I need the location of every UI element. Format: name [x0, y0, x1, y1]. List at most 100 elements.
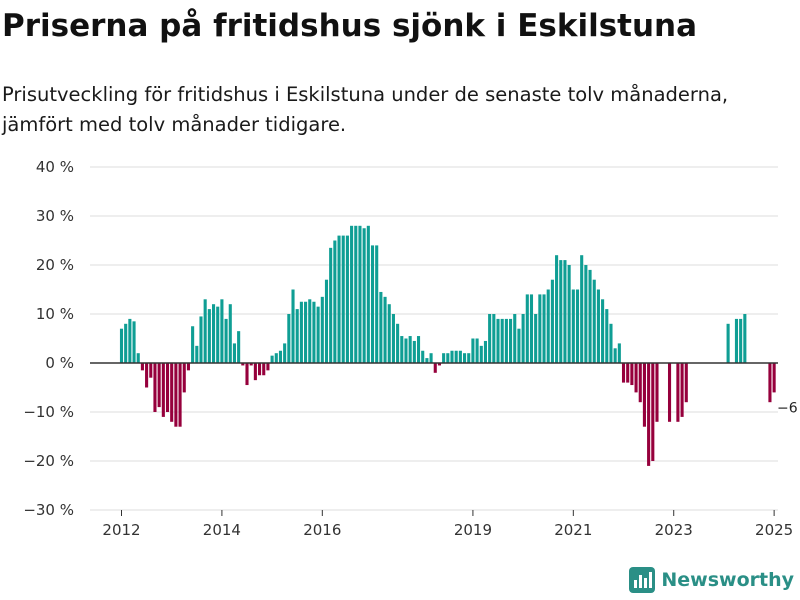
bar [647, 363, 651, 466]
bar [266, 363, 270, 371]
y-tick-label: −10 % [23, 403, 74, 421]
bar [387, 304, 391, 363]
x-tick-label: 2021 [554, 521, 592, 539]
bar [584, 265, 588, 363]
bar [345, 235, 349, 363]
bar [337, 235, 341, 363]
bar [161, 363, 165, 417]
bar [676, 363, 680, 422]
bar [433, 363, 437, 373]
bar [596, 289, 600, 363]
bar [592, 279, 596, 363]
bar [312, 301, 316, 363]
bar [211, 304, 216, 363]
bar [475, 338, 479, 363]
bar [249, 363, 253, 366]
x-tick-label: 2019 [454, 521, 492, 539]
bar [488, 314, 492, 363]
bar [253, 363, 257, 381]
x-tick-label: 2016 [303, 521, 341, 539]
bar [538, 294, 542, 363]
bar [379, 291, 383, 363]
bar [412, 340, 416, 363]
bar [734, 318, 739, 363]
brand-logo: Newsworthy [629, 566, 794, 594]
bar [529, 294, 534, 363]
bar [575, 289, 580, 363]
bar [454, 350, 458, 363]
bar [132, 321, 136, 363]
bar [580, 255, 584, 363]
bar [517, 328, 521, 363]
bar [429, 353, 433, 363]
bar [366, 225, 370, 363]
bar [550, 279, 554, 363]
bar [149, 363, 153, 378]
bar [437, 363, 441, 366]
bar [165, 363, 170, 412]
bar [153, 363, 157, 412]
y-tick-label: 40 % [36, 158, 74, 176]
bar [170, 363, 174, 422]
bar [283, 343, 287, 363]
bar [601, 299, 605, 363]
bar [613, 348, 617, 363]
bar [308, 299, 312, 363]
bar [291, 289, 295, 363]
bar [119, 328, 124, 363]
bar [195, 345, 199, 363]
bar [157, 363, 161, 408]
y-tick-label: 0 % [45, 354, 74, 372]
bar [450, 350, 454, 363]
bar [525, 294, 529, 363]
bar [504, 318, 508, 363]
bar [391, 314, 395, 363]
bar [626, 363, 630, 383]
y-tick-label: −20 % [23, 452, 74, 470]
bar [446, 353, 450, 363]
bar [496, 318, 500, 363]
bar [324, 279, 329, 363]
bar [442, 353, 446, 363]
bar [237, 331, 241, 363]
bar [304, 301, 308, 363]
bar [492, 314, 496, 363]
bar [362, 228, 366, 363]
newsworthy-logo-icon [629, 567, 656, 593]
bar [224, 318, 228, 363]
bar [136, 353, 140, 363]
bar [383, 296, 387, 363]
x-tick-label: 2014 [203, 521, 241, 539]
bar [642, 363, 646, 427]
bar [199, 316, 203, 363]
bar [726, 323, 730, 363]
bar [145, 363, 149, 388]
bar [680, 363, 684, 417]
last-value-label: −6 % [777, 400, 800, 416]
bar [634, 363, 638, 393]
bar [605, 309, 609, 363]
bar [182, 363, 186, 393]
bar [400, 336, 404, 363]
bar [320, 296, 324, 363]
x-tick-label: 2023 [655, 521, 693, 539]
bar [655, 363, 659, 422]
bar [350, 225, 354, 363]
chart-subtitle: Prisutveckling för fritidshus i Eskilstu… [2, 83, 729, 136]
bar [408, 336, 412, 363]
y-tick-label: 10 % [36, 305, 74, 323]
bar [241, 363, 245, 366]
bar [299, 301, 303, 363]
bar [667, 363, 672, 422]
bar [555, 255, 559, 363]
bar [684, 363, 688, 403]
bar [270, 355, 274, 363]
bar [467, 353, 471, 363]
bar [509, 318, 513, 363]
bar [375, 245, 379, 363]
bar [416, 336, 421, 363]
bar [571, 289, 575, 363]
bar [370, 245, 375, 363]
bar [191, 326, 195, 363]
bar [178, 363, 182, 427]
